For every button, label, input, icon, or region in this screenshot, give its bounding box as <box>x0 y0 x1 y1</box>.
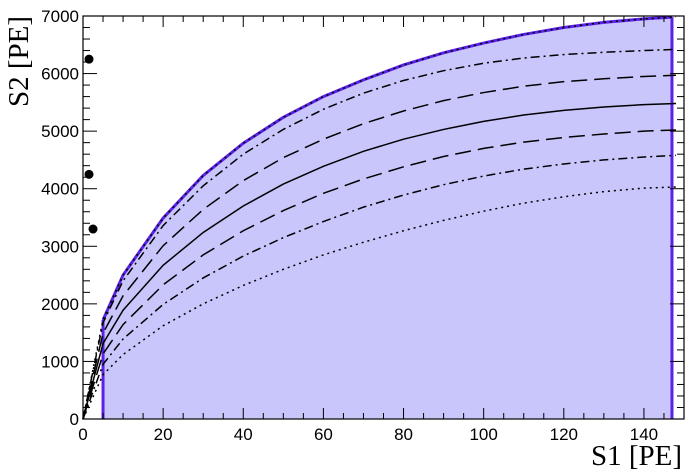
y-tick-label: 3000 <box>41 237 79 256</box>
y-tick-label: 7000 <box>41 7 79 26</box>
y-tick-label: 2000 <box>41 295 79 314</box>
x-axis-title: S1 [PE] <box>591 440 682 472</box>
contour-line-2-dash-dot <box>82 154 677 420</box>
contour-line-5-long-dash <box>82 74 677 420</box>
y-tick-label: 5000 <box>41 122 79 141</box>
y-axis-title: S2 [PE] <box>3 16 35 107</box>
x-tick-label: 120 <box>550 425 578 444</box>
event-layer <box>84 54 98 234</box>
x-tick-label: 40 <box>234 425 253 444</box>
series-layer <box>82 16 677 420</box>
y-tick-label: 6000 <box>41 65 79 84</box>
y-tick-label: 4000 <box>41 180 79 199</box>
y-tick-label: 0 <box>70 410 79 429</box>
contour-line-4-solid <box>82 102 677 420</box>
x-tick-label: 80 <box>394 425 413 444</box>
event-point-2 <box>84 169 94 179</box>
x-tick-label: 0 <box>78 425 87 444</box>
acceptance-band-fill <box>103 17 672 420</box>
x-tick-label: 140 <box>630 425 658 444</box>
x-tick-label: 20 <box>154 425 173 444</box>
x-tick-label: 60 <box>314 425 333 444</box>
tick-label-layer: 0 20 40 60 80 100 120 140 0 1000 2000 3000 4000 5000 6… <box>41 7 658 444</box>
tick-layer <box>82 15 685 420</box>
event-point-3 <box>88 224 98 234</box>
x-tick-label: 100 <box>469 425 497 444</box>
y-tick-label: 1000 <box>41 352 79 371</box>
contour-line-1-dotted <box>82 186 677 420</box>
event-point-1 <box>84 54 94 64</box>
contour-line-6-dash-dot <box>82 48 677 420</box>
contour-line-3-long-dash <box>82 129 677 420</box>
